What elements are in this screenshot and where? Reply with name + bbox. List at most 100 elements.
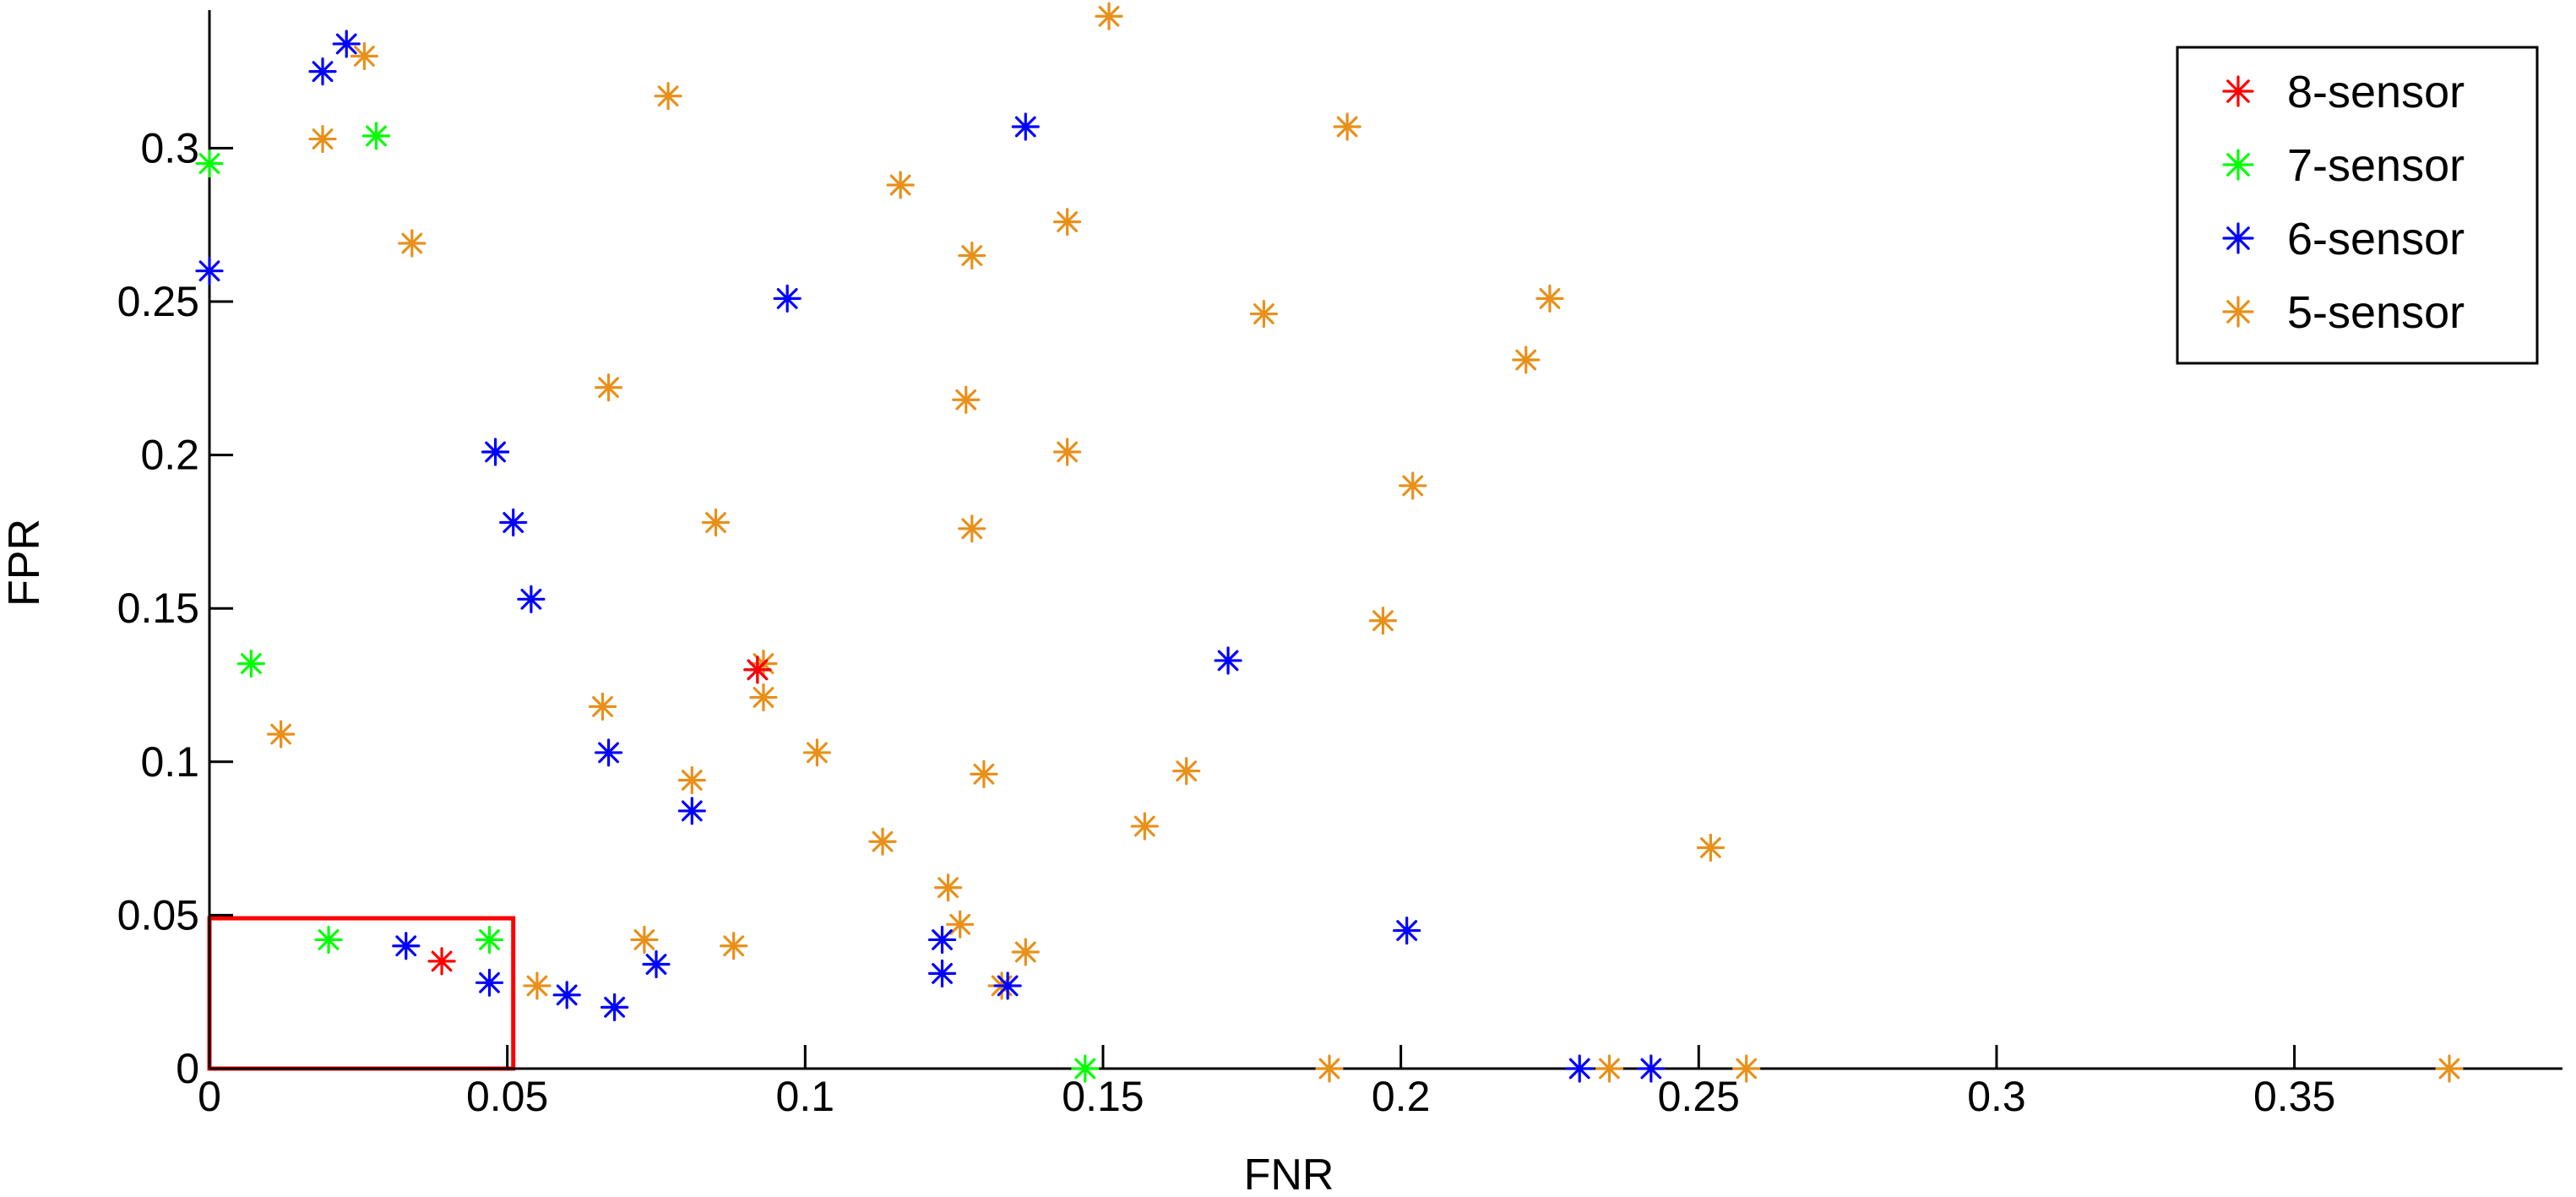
data-point	[594, 373, 623, 402]
data-point	[1399, 471, 1427, 500]
data-point	[886, 171, 915, 199]
y-tick-label: 0.1	[140, 738, 199, 786]
data-point	[2435, 1054, 2464, 1083]
data-point	[1130, 812, 1159, 841]
data-point	[1071, 1054, 1100, 1083]
data-point	[1011, 938, 1040, 966]
data-point	[958, 241, 986, 270]
series-7-sensor	[195, 122, 1100, 1083]
data-point	[933, 873, 963, 902]
series-6-sensor	[195, 30, 1666, 1083]
data-point	[308, 124, 337, 154]
data-point	[677, 766, 706, 795]
data-point	[1696, 833, 1725, 862]
data-point	[720, 932, 748, 960]
data-point	[236, 649, 265, 678]
data-point	[392, 932, 421, 960]
data-point	[1565, 1054, 1594, 1083]
x-tick-label: 0.25	[1658, 1073, 1740, 1120]
data-point	[802, 738, 832, 767]
data-point	[1053, 438, 1082, 466]
series-8-sensor	[427, 656, 772, 976]
x-axis-label: FNR	[1244, 1151, 1334, 1197]
x-tick-label: 0.3	[1967, 1073, 2026, 1120]
x-tick-label: 0.15	[1062, 1073, 1144, 1120]
legend-marker	[2222, 296, 2254, 328]
data-point	[195, 257, 224, 286]
data-point	[642, 949, 671, 979]
data-point	[743, 656, 772, 684]
data-point	[970, 759, 998, 788]
data-point	[773, 284, 802, 313]
data-point	[1053, 208, 1082, 237]
x-tick-label: 0	[198, 1073, 221, 1120]
data-point	[1214, 646, 1242, 675]
legend: 8-sensor 7-sensor 6-sensor 5-sensor	[2176, 46, 2539, 365]
x-tick-label: 0.35	[2253, 1073, 2335, 1120]
legend-marker	[2222, 222, 2254, 254]
data-point	[1393, 916, 1421, 945]
data-point	[927, 959, 957, 988]
data-point	[1732, 1054, 1761, 1083]
y-tick-label: 0.25	[117, 278, 199, 325]
x-tick-label: 0.2	[1372, 1073, 1431, 1120]
data-point	[308, 57, 337, 86]
data-point	[1595, 1054, 1624, 1083]
series-5-sensor	[267, 2, 2464, 1083]
data-point	[927, 925, 957, 955]
data-point	[594, 738, 623, 767]
data-point	[1172, 757, 1201, 786]
data-point	[481, 438, 510, 466]
data-point	[1315, 1054, 1344, 1083]
marks-layer	[195, 2, 2464, 1083]
data-point	[1535, 284, 1564, 313]
data-point	[552, 981, 581, 1009]
data-point	[1512, 345, 1541, 374]
legend-label: 5-sensor	[2287, 287, 2465, 338]
data-point	[1368, 607, 1398, 635]
legend-label: 7-sensor	[2287, 140, 2465, 191]
data-point	[1095, 2, 1123, 30]
y-tick-label: 0	[176, 1045, 199, 1092]
data-point	[523, 971, 552, 1000]
data-point	[332, 30, 361, 58]
data-point	[517, 585, 546, 613]
data-point	[601, 993, 629, 1021]
data-point	[993, 971, 1022, 1000]
legend-label: 6-sensor	[2287, 214, 2465, 264]
data-point	[630, 925, 659, 955]
y-tick-label: 0.2	[140, 432, 199, 479]
data-point	[350, 41, 378, 71]
data-point	[958, 514, 986, 543]
y-axis-label: FPR	[0, 519, 49, 607]
x-tick-label: 0.1	[776, 1073, 835, 1120]
y-tick-label: 0.05	[117, 891, 199, 939]
data-point	[952, 385, 981, 414]
legend-marker	[2222, 75, 2254, 107]
x-tick-label: 0.05	[466, 1073, 548, 1120]
data-point	[361, 122, 391, 150]
data-point	[398, 229, 427, 258]
data-point	[701, 508, 731, 537]
legend-label: 8-sensor	[2287, 67, 2465, 117]
data-point	[475, 968, 504, 997]
y-tick-label: 0.15	[117, 585, 199, 632]
legend-marker	[2222, 149, 2254, 181]
data-point	[1011, 112, 1040, 141]
data-point	[1249, 299, 1279, 329]
data-point	[588, 692, 617, 721]
data-point	[677, 797, 706, 825]
data-point	[1637, 1054, 1666, 1083]
data-point	[868, 827, 897, 856]
axes-layer: 0 0.05 0.1 0.15 0.2 0.25 0.3 0.35 0 0.05 0.1 0.15 0.…	[117, 10, 2562, 1120]
data-point	[267, 720, 296, 748]
data-point	[475, 925, 504, 955]
data-point	[195, 149, 224, 178]
data-point	[1333, 112, 1361, 141]
data-point	[499, 508, 528, 537]
data-point	[749, 683, 778, 712]
y-tick-label: 0.3	[140, 124, 199, 171]
data-point	[946, 910, 975, 939]
